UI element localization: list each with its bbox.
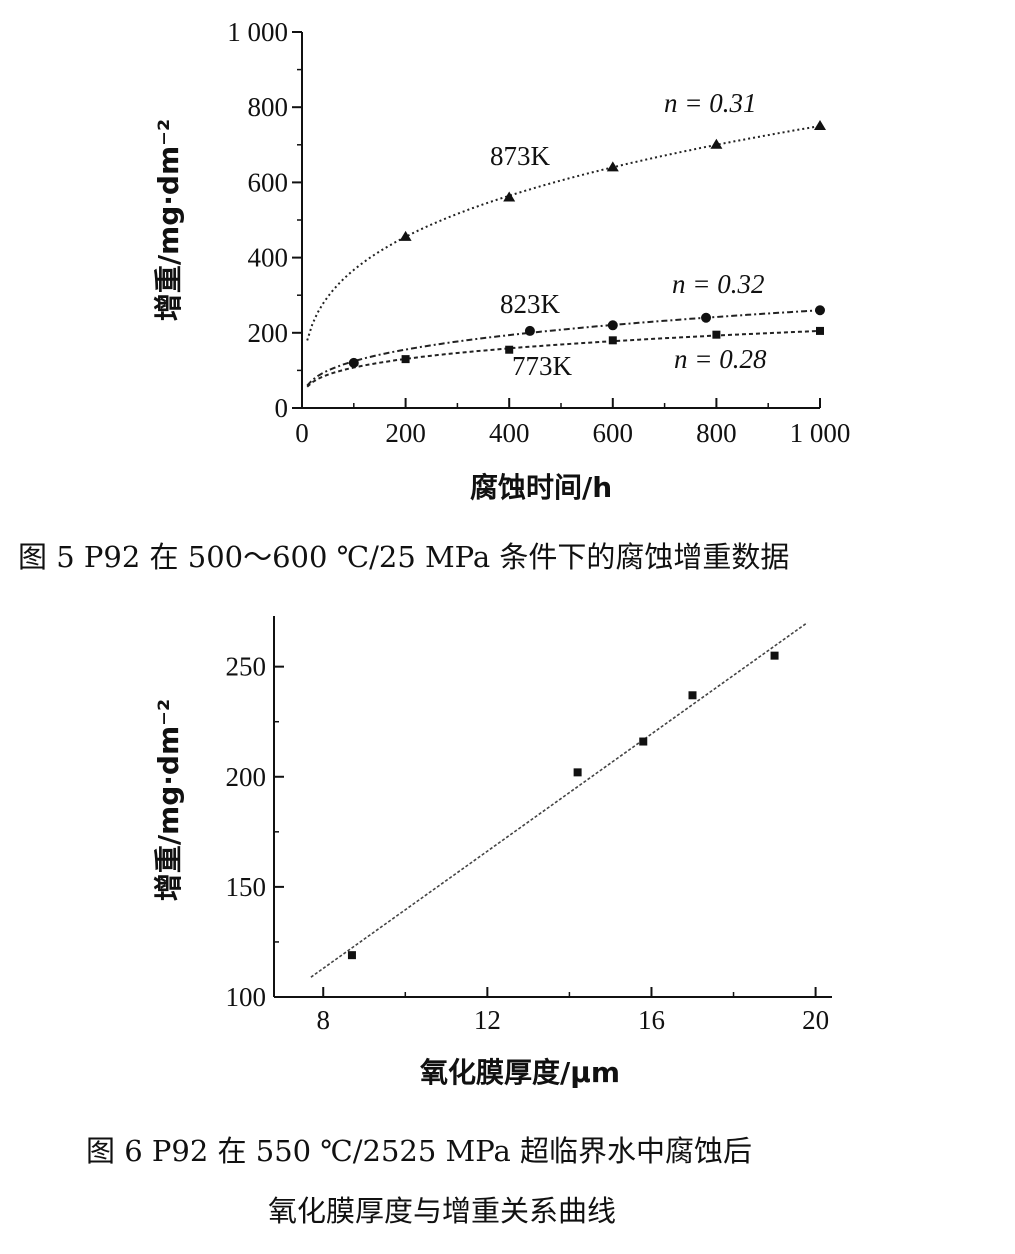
x-tick-label: 16 [638, 1005, 665, 1035]
n-label-823k: n = 0.32 [672, 269, 764, 299]
x-tick-label: 20 [802, 1005, 829, 1035]
chart6-x-axis-label: 氧化膜厚度/μm [420, 1056, 620, 1089]
y-tick-label: 200 [226, 762, 267, 792]
data-point-773k [505, 345, 514, 354]
x-tick-label: 600 [593, 418, 634, 448]
data-point-823k [607, 320, 618, 331]
y-tick-label: 0 [275, 393, 289, 423]
y-tick-label: 100 [226, 982, 267, 1012]
data-point-873k [399, 230, 412, 241]
series-label-773k: 773K [512, 351, 573, 381]
chart5-x-axis-label: 腐蚀时间/h [470, 471, 612, 504]
x-tick-label: 1 000 [790, 418, 851, 448]
x-tick-label: 200 [385, 418, 426, 448]
fit-curve-873k [306, 125, 821, 341]
chart6-y-axis-label: 增重/mg·dm⁻² [152, 699, 185, 901]
x-tick-label: 400 [489, 418, 530, 448]
data-point-square [770, 651, 779, 660]
y-tick-label: 200 [248, 318, 289, 348]
y-tick-label: 250 [226, 652, 267, 682]
chart6-axes: 100 150 200 250 8 12 16 20 [226, 616, 832, 1035]
linear-fit-line [310, 621, 808, 978]
data-point-873k [606, 161, 619, 172]
x-tick-label: 0 [295, 418, 309, 448]
n-label-873k: n = 0.31 [664, 88, 756, 118]
y-tick-label: 600 [248, 167, 289, 197]
chart-corrosion-weight-gain: 00 200 200 400 400 600 600 800 800 1 000 1 000 873… [152, 17, 850, 504]
data-point-773k [816, 326, 824, 335]
series-label-823k: 823K [500, 289, 561, 319]
chart5-fit-curves [306, 125, 821, 388]
data-point-square [573, 768, 582, 777]
figure6-caption-line1: 图 6 P92 在 550 ℃/2525 MPa 超临界水中腐蚀后 [86, 1134, 752, 1168]
figure6-caption-line2: 氧化膜厚度与增重关系曲线 [268, 1194, 617, 1228]
data-point-773k [401, 355, 410, 364]
chart5-annotations: 873K n = 0.31 823K n = 0.32 773K n = 0.2… [490, 88, 767, 381]
y-tick-label: 400 [248, 243, 289, 273]
data-point-823k [348, 357, 359, 368]
series-label-873k: 873K [490, 141, 551, 171]
data-point-873k [503, 191, 516, 202]
data-point-square [639, 737, 648, 746]
x-tick-label: 12 [474, 1005, 501, 1035]
data-point-square [688, 691, 697, 700]
chart6-data-points [347, 651, 779, 960]
chart6-fit-line [310, 621, 808, 978]
data-point-773k [608, 336, 617, 345]
y-tick-label: 150 [226, 872, 267, 902]
figure5-caption: 图 5 P92 在 500～600 ℃/25 MPa 条件下的腐蚀增重数据 [18, 540, 790, 574]
data-point-square [347, 951, 356, 960]
data-point-873k [814, 120, 826, 130]
data-point-873k [710, 138, 723, 149]
data-point-823k [815, 305, 825, 316]
data-point-823k [701, 312, 712, 323]
fit-curve-773k [306, 329, 821, 388]
chart5-y-axis-label: 增重/mg·dm⁻² [152, 119, 185, 321]
x-tick-label: 800 [696, 418, 737, 448]
y-tick-label: 800 [248, 92, 289, 122]
n-label-773k: n = 0.28 [674, 344, 767, 374]
chart5-data-points [348, 120, 826, 368]
data-point-773k [712, 330, 721, 339]
fit-curve-823k [306, 309, 821, 387]
x-tick-label: 8 [316, 1005, 330, 1035]
data-point-823k [524, 325, 535, 336]
y-tick-label: 1 000 [227, 17, 288, 47]
chart5-axes: 00 200 200 400 400 600 600 800 800 1 000 1 000 [227, 17, 850, 448]
